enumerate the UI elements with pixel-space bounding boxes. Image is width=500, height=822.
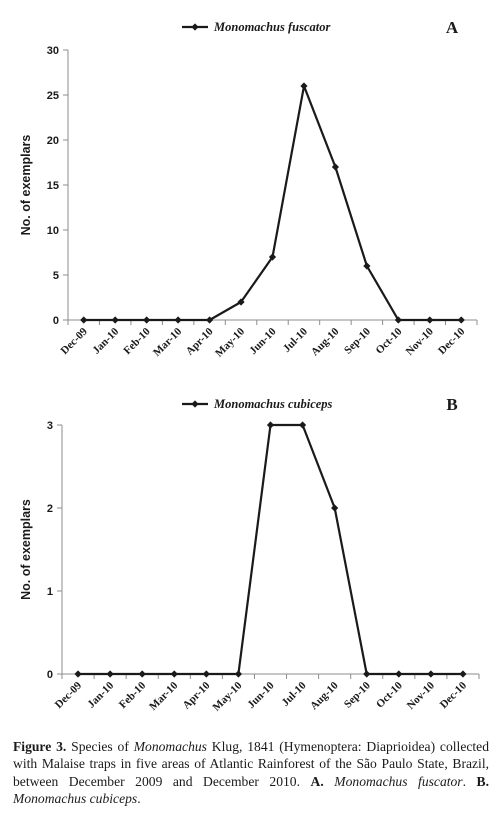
chart-a-x-tick-label: Mar-10: [151, 325, 185, 359]
figure-caption: Figure 3. Species of Monomachus Klug, 18…: [13, 738, 489, 807]
chart-b-data-point: [234, 670, 243, 678]
chart-b-x-tick-label: May-10: [211, 679, 245, 713]
caption-text-2: Klug, 1841 (Hymenoptera: Diaprioidea) co…: [13, 739, 489, 789]
chart-b-x-tick-label: Aug-10: [308, 679, 341, 712]
chart-a-data-point: [268, 253, 277, 261]
chart-a-data-point: [394, 316, 402, 324]
chart-a-data-point: [237, 298, 245, 306]
chart-a-x-tick-label: Nov-10: [404, 325, 437, 358]
caption-text-4: .: [137, 790, 141, 806]
caption-text-3: .: [462, 773, 477, 789]
chart-a-legend-marker: [191, 23, 199, 31]
chart-b-data-point: [298, 421, 307, 429]
chart-a-data-point: [111, 316, 119, 324]
chart-a-y-tick-label: 0: [53, 315, 59, 327]
chart-a-y-tick-label: 25: [47, 90, 59, 102]
chart-a-x-tick-label: Aug-10: [309, 325, 342, 358]
caption-genus: Monomachus: [133, 739, 207, 754]
chart-b-x-tick-label: Nov-10: [405, 679, 438, 712]
chart-b-y-tick-label: 2: [47, 503, 53, 515]
chart-b-y-axis-label: No. of exemplars: [19, 499, 33, 600]
caption-species-a: Monomachus fuscator: [323, 773, 463, 789]
chart-a-data-point: [300, 82, 308, 90]
chart-panel-b: 0 1 2 3 Dec-09 Jan-10 Feb-10 Mar-10 Apr-10 May-10…: [0, 398, 500, 734]
chart-a-series-line: [83, 84, 462, 322]
chart-b-data-point: [74, 670, 82, 678]
chart-b-y-tick-label: 3: [47, 420, 53, 432]
chart-panel-a: 0 5 10 15 20 25 30 Dec-09 Jan-10 Feb-10 Mar-10 Apr-…: [0, 0, 500, 398]
chart-a-y-tick-label: 10: [47, 225, 59, 237]
caption-ref-b: B.: [476, 773, 489, 789]
chart-b-x-tick-label: Mar-10: [147, 679, 181, 713]
chart-b-y-tick-label: 0: [47, 669, 53, 681]
chart-b-x-tick-label: Apr-10: [181, 679, 213, 711]
chart-a-data-point: [363, 262, 371, 270]
chart-a-x-tick-label: Jul-10: [281, 325, 311, 355]
chart-a-data-point: [331, 163, 340, 171]
chart-a-x-tick-label: Dec-09: [58, 325, 90, 357]
caption-label: Figure 3.: [13, 739, 67, 754]
chart-b-x-tick-label: Jan-10: [85, 679, 116, 710]
chart-b-data-point: [395, 670, 403, 678]
chart-a-legend-label: Monomachus fuscator: [213, 20, 330, 34]
chart-a-panel-letter: A: [446, 18, 459, 37]
chart-a-x-tick-label: Oct-10: [374, 325, 405, 356]
chart-a-x-tick-label: Jun-10: [247, 325, 279, 357]
chart-b-x-tick-label: Oct-10: [374, 679, 405, 710]
caption-species-b: Monomachus cubiceps: [13, 790, 138, 806]
chart-b-legend-marker: [191, 400, 199, 408]
chart-a-y-tick-label: 30: [47, 45, 59, 57]
chart-a-x-tick-label: Feb-10: [121, 325, 153, 357]
chart-b-x-tick-label: Sep-10: [342, 679, 373, 710]
caption-ref-a: A.: [310, 773, 324, 789]
chart-a-data-point: [174, 316, 182, 324]
chart-b-data-point: [266, 421, 275, 429]
chart-a-y-tick-label: 5: [53, 270, 59, 282]
chart-a-x-tick-label: May-10: [213, 325, 247, 359]
chart-b-legend-label: Monomachus cubiceps: [213, 398, 333, 411]
chart-a-data-point: [143, 316, 151, 324]
chart-b-x-tick-label: Dec-09: [53, 679, 85, 711]
caption-text-1: Species of: [66, 739, 134, 754]
chart-b-data-point: [459, 670, 467, 678]
chart-a-y-tick-label: 15: [47, 180, 59, 192]
chart-a-data-point: [426, 316, 434, 324]
chart-b-data-point: [427, 670, 435, 678]
chart-a-x-tick-label: Dec-10: [436, 325, 468, 357]
chart-a-x-tick-label: Apr-10: [184, 325, 216, 357]
chart-a-data-point: [80, 316, 88, 324]
chart-a-x-tick-label: Sep-10: [342, 325, 373, 356]
chart-b-data-point: [363, 670, 371, 678]
chart-b-panel-letter: B: [446, 398, 457, 414]
chart-b-x-tick-label: Jun-10: [245, 679, 277, 711]
chart-b-data-point: [106, 670, 114, 678]
chart-a-y-tick-label: 20: [47, 135, 59, 147]
chart-b-series-line: [78, 423, 463, 676]
chart-b-data-point: [202, 670, 210, 678]
chart-b-x-tick-label: Feb-10: [117, 679, 149, 711]
chart-b-data-point: [331, 504, 339, 512]
chart-a-data-point: [205, 316, 214, 324]
chart-b-data-point: [138, 670, 146, 678]
chart-a-data-point: [457, 316, 465, 324]
chart-a-x-tick-label: Jan-10: [90, 325, 121, 356]
chart-a-y-axis-label: No. of exemplars: [19, 135, 33, 236]
chart-b-x-tick-label: Dec-10: [438, 679, 470, 711]
chart-b-x-tick-label: Jul-10: [279, 679, 309, 709]
chart-b-y-tick-label: 1: [47, 586, 53, 598]
chart-b-data-point: [170, 670, 178, 678]
